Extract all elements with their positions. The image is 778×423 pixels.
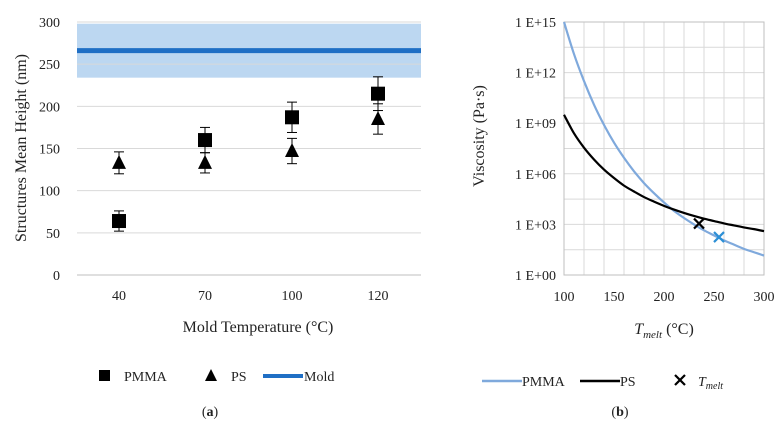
- panel-b-label: (b): [611, 405, 628, 420]
- tmelt-marker: [693, 217, 705, 230]
- y-tick-label: 1 E+12: [515, 67, 556, 82]
- panel-b-y-ticks: 1 E+00 1 E+03 1 E+06 1 E+09 1 E+12 1 E+15: [515, 16, 556, 284]
- ps-point: [112, 154, 126, 169]
- y-tick-label: 1 E+09: [515, 117, 556, 132]
- panel-a-legend: PMMA PS Mold: [99, 369, 334, 385]
- legend-b-ps-label: PS: [620, 375, 636, 390]
- legend-b-pmma-label: PMMA: [522, 375, 566, 390]
- y-tick-label: 100: [39, 185, 60, 200]
- y-tick-label: 0: [53, 269, 60, 284]
- x-tick-label: 120: [368, 289, 389, 304]
- pmma-point: [371, 86, 385, 101]
- legend-mold-label: Mold: [304, 370, 334, 385]
- ps-line: [563, 114, 765, 233]
- panel-a-y-ticks: 0 50 100 150 200 250 300: [39, 16, 60, 284]
- legend-tmelt-cross-icon: [674, 374, 686, 386]
- panel-a-label: (a): [202, 405, 219, 420]
- ps-point: [371, 110, 385, 125]
- y-tick-label: 250: [39, 58, 60, 73]
- y-tick-label: 1 E+15: [515, 16, 556, 31]
- panel-a-gridlines: [77, 21, 421, 234]
- panel-b-chart: 1 E+00 1 E+03 1 E+06 1 E+09 1 E+12 1 E+15 100…: [471, 16, 775, 420]
- panel-a-x-axis-title: Mold Temperature (°C): [183, 319, 334, 336]
- x-tick-label: 100: [282, 289, 303, 304]
- y-tick-label: 150: [39, 143, 60, 158]
- panel-b-x-axis-title: Tmelt (°C): [634, 321, 694, 341]
- plot-border: [563, 21, 765, 276]
- panel-b-gridlines: [563, 21, 765, 276]
- ps-point: [198, 154, 212, 169]
- panel-a-chart: 0 50 100 150 200 250 300 40 70 100 120 Structures…: [13, 16, 421, 420]
- pmma-point: [198, 133, 212, 148]
- legend-ps-triangle-icon: [205, 369, 217, 381]
- legend-ps-label: PS: [231, 370, 247, 385]
- panel-b-series: [562, 21, 765, 257]
- x-tick-label: 300: [754, 290, 775, 305]
- ps-point: [285, 143, 299, 158]
- pmma-point: [285, 110, 299, 125]
- panel-b-y-axis-title: Viscosity (Pa·s): [471, 85, 488, 187]
- y-tick-label: 50: [46, 227, 60, 242]
- pmma-line: [562, 21, 765, 257]
- panel-a-marks: [112, 76, 385, 232]
- x-tick-label: 150: [604, 290, 625, 305]
- panel-b-x-ticks: 100 150 200 250 300: [554, 290, 775, 305]
- y-tick-label: 200: [39, 100, 60, 115]
- y-tick-label: 1 E+06: [515, 168, 556, 183]
- x-tick-label: 200: [654, 290, 675, 305]
- y-tick-label: 1 E+03: [515, 218, 556, 233]
- panel-b-legend: PMMA PS Tmelt: [482, 374, 723, 392]
- legend-pmma-square-icon: [99, 370, 110, 381]
- pmma-point: [112, 214, 126, 229]
- tmelt-marker: [713, 231, 725, 243]
- legend-pmma-label: PMMA: [124, 370, 168, 385]
- legend-tmelt-label: Tmelt: [698, 375, 723, 392]
- x-tick-label: 100: [554, 290, 575, 305]
- y-tick-label: 300: [39, 16, 60, 31]
- x-tick-label: 250: [704, 290, 725, 305]
- panel-b-markers: [693, 217, 725, 243]
- panel-a-x-ticks: 40 70 100 120: [112, 289, 389, 304]
- x-tick-label: 70: [198, 289, 212, 304]
- panel-a-y-axis-title: Structures Mean Height (nm): [13, 54, 30, 242]
- x-tick-label: 40: [112, 289, 126, 304]
- y-tick-label: 1 E+00: [515, 269, 556, 284]
